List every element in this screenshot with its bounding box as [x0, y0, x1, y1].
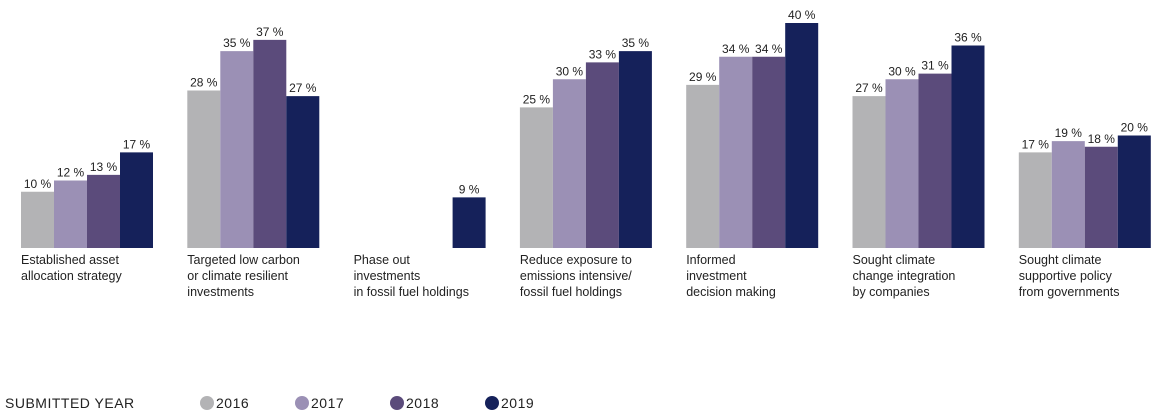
value-label: 31 %	[921, 59, 949, 73]
value-label: 17 %	[1022, 137, 1050, 151]
value-label: 37 %	[256, 25, 284, 39]
value-label: 19 %	[1055, 126, 1083, 140]
bar	[585, 62, 619, 248]
bar	[21, 191, 54, 248]
bar	[1117, 135, 1151, 248]
bar	[286, 96, 320, 248]
bar	[253, 39, 287, 248]
legend-swatch	[485, 396, 499, 410]
value-label: 27 %	[289, 81, 317, 95]
value-label: 18 %	[1088, 132, 1116, 146]
bar	[220, 51, 254, 248]
category-label: Phase out investments in fossil fuel hol…	[353, 253, 469, 299]
bar	[120, 152, 153, 248]
legend-swatch	[295, 396, 309, 410]
bar	[187, 90, 221, 248]
bar	[552, 79, 586, 248]
bar	[519, 107, 553, 248]
value-label: 28 %	[190, 76, 218, 90]
bar	[719, 56, 753, 248]
legend-label: 2017	[311, 395, 345, 411]
bar	[885, 79, 919, 248]
value-label: 13 %	[90, 160, 118, 174]
bar	[618, 51, 652, 248]
legend-swatch	[390, 396, 404, 410]
legend-title: SUBMITTED YEAR	[5, 395, 135, 411]
legend-label: 2019	[501, 395, 535, 411]
bar	[54, 180, 87, 248]
bar	[918, 73, 952, 248]
bar	[951, 45, 985, 248]
bar	[1018, 152, 1052, 248]
bar	[1051, 141, 1085, 248]
value-label: 33 %	[589, 47, 617, 61]
legend-swatch	[200, 396, 214, 410]
value-label: 25 %	[523, 92, 551, 106]
legend-label: 2016	[216, 395, 250, 411]
value-label: 35 %	[223, 36, 251, 50]
category-label: Informed investment decision making	[686, 253, 776, 299]
value-label: 9 %	[459, 182, 480, 196]
category-label: Sought climate change integration by com…	[852, 253, 956, 299]
value-label: 12 %	[57, 166, 85, 180]
value-label: 40 %	[788, 8, 816, 22]
value-label: 20 %	[1121, 121, 1149, 135]
value-label: 30 %	[888, 64, 916, 78]
bar	[452, 197, 486, 248]
bar	[87, 174, 120, 248]
bar	[785, 23, 819, 248]
bar	[686, 84, 720, 248]
value-label: 27 %	[855, 81, 883, 95]
category-label: Established asset allocation strategy	[21, 253, 122, 283]
value-label: 29 %	[689, 70, 717, 84]
bar	[752, 56, 786, 248]
value-label: 17 %	[123, 137, 151, 151]
value-label: 30 %	[556, 64, 584, 78]
category-label: Reduce exposure to emissions intensive/ …	[519, 253, 632, 299]
value-label: 35 %	[622, 36, 650, 50]
legend-label: 2018	[406, 395, 440, 411]
value-label: 34 %	[722, 42, 750, 56]
value-label: 10 %	[24, 177, 52, 191]
value-label: 36 %	[954, 31, 982, 45]
bar	[1084, 146, 1118, 248]
bar	[852, 96, 886, 248]
category-label: Targeted low carbon or climate resilient…	[187, 253, 300, 299]
category-label: Sought climate supportive policy from go…	[1018, 253, 1120, 299]
value-label: 34 %	[755, 42, 783, 56]
